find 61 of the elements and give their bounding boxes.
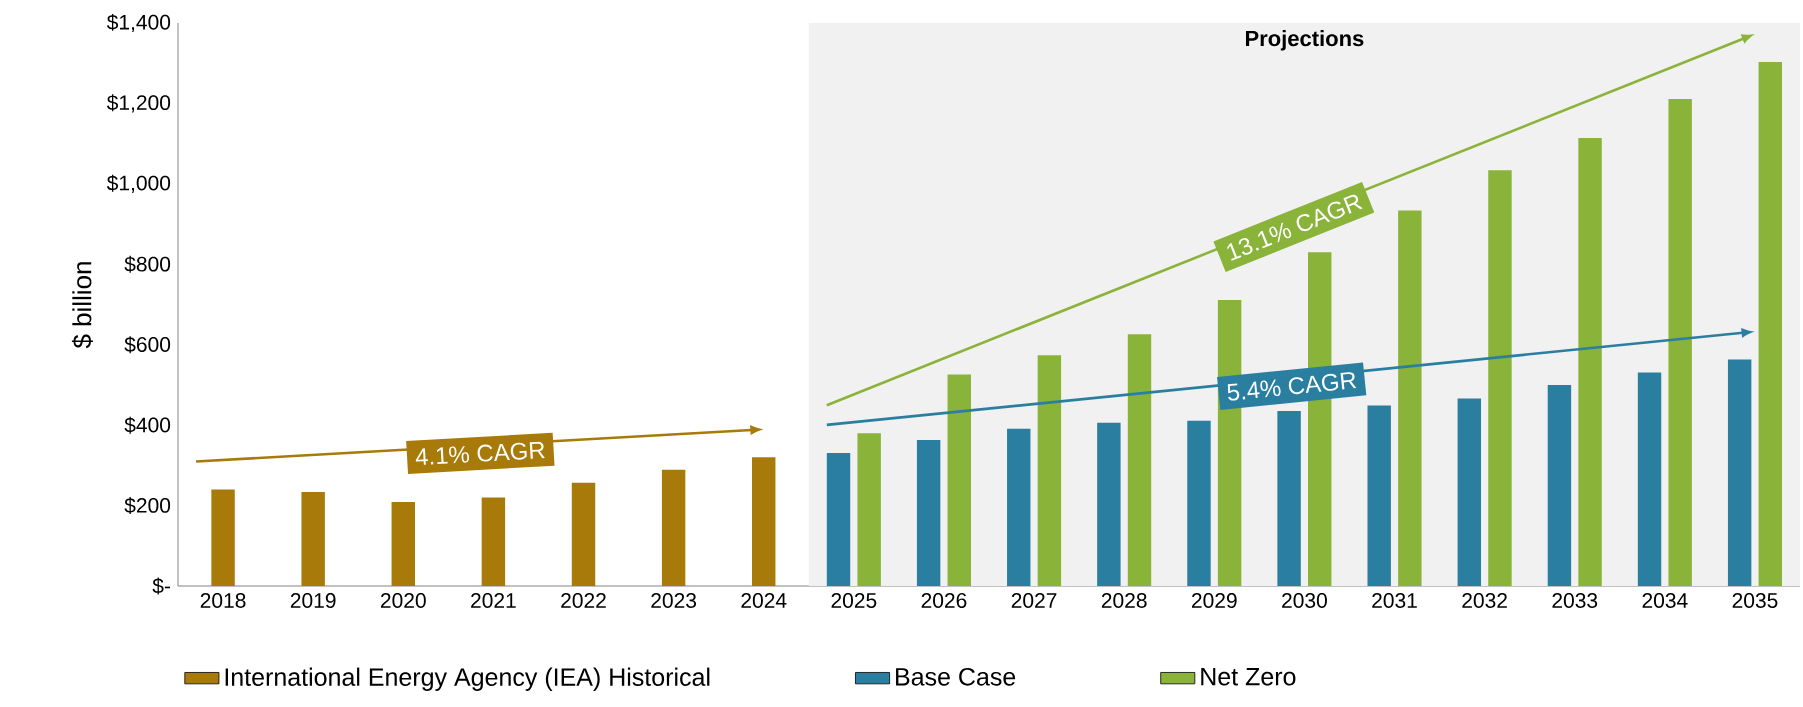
bar [857,433,881,586]
y-tick-label: $1,400 [106,13,171,33]
bar [1398,210,1422,586]
bar [211,489,235,586]
bar [1727,359,1752,586]
bar [1578,138,1602,586]
x-tick-label: 2022 [561,593,606,608]
bar [826,452,851,586]
bar [916,440,941,586]
x-tick-label: 2028 [1101,593,1147,608]
bar [1097,422,1121,586]
y-tick-label: $600 [124,336,171,354]
bar [661,469,686,586]
bar [1187,420,1211,586]
bar [301,491,325,586]
x-tick-label: 2032 [1462,593,1507,608]
y-tick-label: $1,000 [106,174,171,193]
x-tick-label: 2027 [1011,593,1057,608]
y-tick-label: $400 [124,416,171,434]
x-tick-label: 2021 [471,593,516,608]
x-tick-label: 2030 [1282,593,1327,608]
x-tick-label: 2020 [380,593,426,608]
annotation: 4.1% CAGR [415,441,545,465]
x-tick-label: 2035 [1732,593,1778,608]
bar [752,457,776,586]
bar [1277,411,1301,586]
y-axis-title: $ billion [71,262,93,349]
bar [1637,372,1662,586]
x-tick-label: 2031 [1372,593,1417,608]
x-tick-label: 2034 [1642,593,1688,608]
bar [1668,99,1692,586]
bar [1127,334,1152,586]
bar [1367,405,1391,586]
x-tick-label: 2029 [1192,593,1237,608]
x-tick-label: 2025 [831,593,877,608]
y-tick-label: $- [152,577,170,595]
bar [481,497,506,586]
bar [571,482,596,586]
bar [947,374,971,586]
annotation: 13.1% CAGR [1227,194,1363,261]
x-tick-label: 2024 [741,593,787,608]
legend-label: Base Case [896,667,1016,686]
x-tick-label: 2018 [200,593,246,608]
x-tick-label: 2023 [651,593,697,608]
bar [1037,355,1062,586]
annotation: 5.4% CAGR [1227,372,1357,401]
bar [1547,384,1572,586]
legend-label: Net Zero [1201,668,1296,686]
bar [1457,398,1482,586]
x-tick-label: 2033 [1552,593,1598,608]
x-tick-label: 2026 [921,593,967,608]
legend-label: International Energy Agency (IEA) Historical [225,667,710,691]
bar [1007,428,1031,586]
y-tick-label: $200 [124,497,171,515]
x-tick-label: 2019 [290,593,336,608]
band-label: Projections [1245,30,1364,51]
bar [1488,170,1512,586]
y-tick-label: $1,200 [106,94,171,113]
bar [391,501,415,586]
bar [1758,62,1782,586]
y-tick-label: $800 [124,255,171,273]
